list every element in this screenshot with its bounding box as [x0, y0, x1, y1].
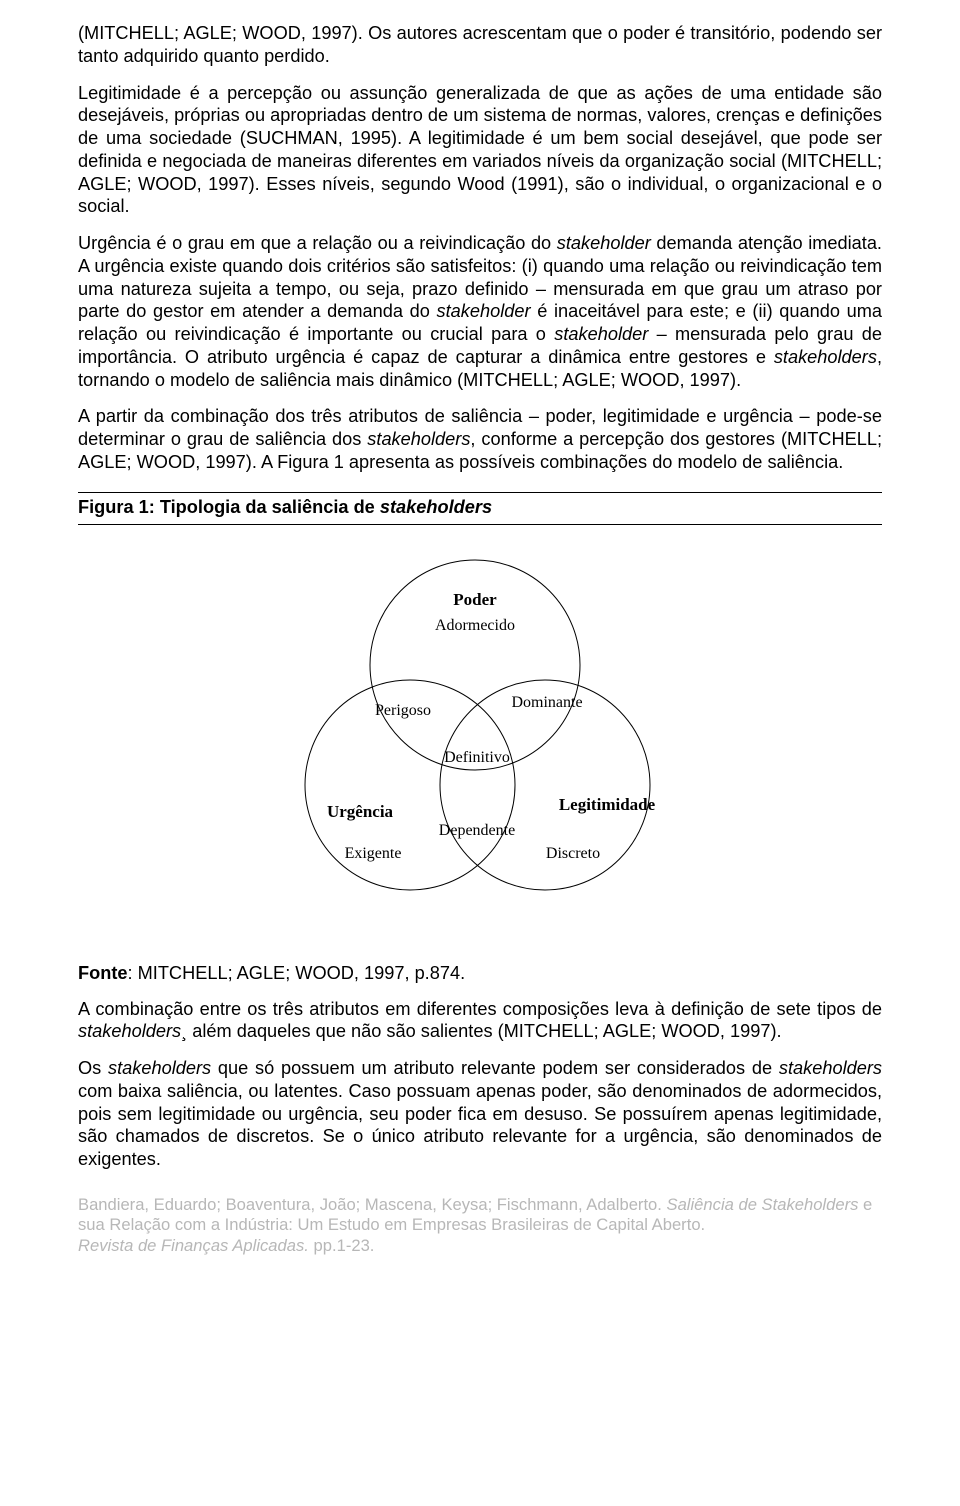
venn-label-exigente: Exigente — [345, 845, 402, 862]
venn-label-adormecido: Adormecido — [435, 617, 515, 634]
footer-journal: Revista de Finanças Aplicadas. — [78, 1236, 309, 1255]
venn-label-dependente: Dependente — [439, 822, 515, 839]
p5-seg-b: ¸ além daqueles que não são salientes (M… — [181, 1021, 781, 1041]
figure-title-ital: stakeholders — [380, 497, 492, 517]
paragraph-4: A partir da combinação dos três atributo… — [78, 405, 882, 473]
term-stakeholders: stakeholders — [108, 1058, 211, 1078]
paragraph-6: Os stakeholders que só possuem um atribu… — [78, 1057, 882, 1171]
p6-seg-b: que só possuem um atributo relevante pod… — [211, 1058, 779, 1078]
venn-diagram: Poder Adormecido Perigoso Dominante Defi… — [245, 535, 715, 935]
p6-seg-a: Os — [78, 1058, 108, 1078]
venn-label-legitimidade: Legitimidade — [559, 795, 656, 814]
term-stakeholder: stakeholder — [437, 301, 531, 321]
term-stakeholders: stakeholders — [779, 1058, 882, 1078]
term-stakeholder: stakeholder — [557, 233, 651, 253]
paragraph-1: (MITCHELL; AGLE; WOOD, 1997). Os autores… — [78, 22, 882, 68]
term-stakeholder: stakeholder — [554, 324, 648, 344]
figure-source-label: Fonte — [78, 963, 128, 983]
paragraph-5: A combinação entre os três atributos em … — [78, 998, 882, 1044]
footer-title-ital: Saliência de Stakeholders — [667, 1195, 859, 1214]
footer-pages: pp.1-23. — [309, 1236, 375, 1255]
p5-seg-a: A combinação entre os três atributos em … — [78, 999, 882, 1019]
term-stakeholders: stakeholders — [774, 347, 877, 367]
p6-seg-c: com baixa saliência, ou latentes. Caso p… — [78, 1081, 882, 1169]
figure-rule-bottom — [78, 524, 882, 525]
page-footer: Bandiera, Eduardo; Boaventura, João; Mas… — [78, 1195, 882, 1257]
venn-label-dominante: Dominante — [511, 694, 582, 711]
venn-diagram-wrap: Poder Adormecido Perigoso Dominante Defi… — [78, 535, 882, 935]
figure-title-prefix: Figura 1: Tipologia da saliência de — [78, 497, 380, 517]
paragraph-3: Urgência é o grau em que a relação ou a … — [78, 232, 882, 391]
venn-label-perigoso: Perigoso — [375, 702, 431, 719]
venn-label-poder: Poder — [453, 590, 497, 609]
venn-label-urgencia: Urgência — [327, 802, 394, 821]
figure-source: Fonte: MITCHELL; AGLE; WOOD, 1997, p.874… — [78, 963, 882, 984]
term-stakeholders: stakeholders — [78, 1021, 181, 1041]
venn-label-definitivo: Definitivo — [444, 749, 510, 766]
p3-seg-a: Urgência é o grau em que a relação ou a … — [78, 233, 557, 253]
figure-rule-top — [78, 492, 882, 493]
term-stakeholders: stakeholders — [367, 429, 470, 449]
paragraph-2: Legitimidade é a percepção ou assunção g… — [78, 82, 882, 219]
figure-title: Figura 1: Tipologia da saliência de stak… — [78, 497, 882, 518]
footer-authors: Bandiera, Eduardo; Boaventura, João; Mas… — [78, 1195, 667, 1214]
figure-source-text: : MITCHELL; AGLE; WOOD, 1997, p.874. — [128, 963, 466, 983]
venn-label-discreto: Discreto — [546, 845, 600, 862]
